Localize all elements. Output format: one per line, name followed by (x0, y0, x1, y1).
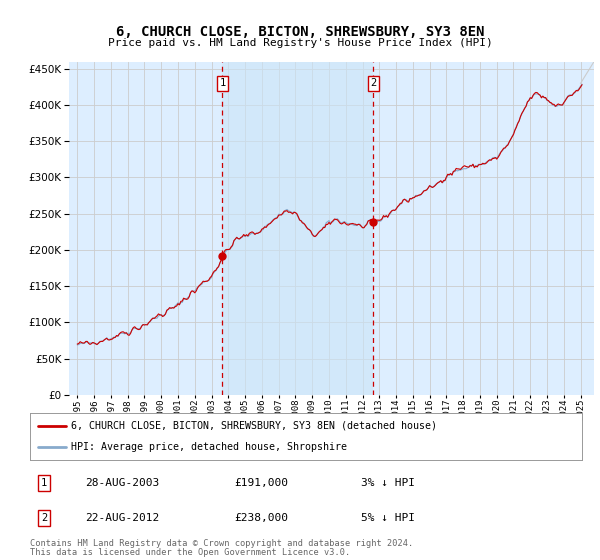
Text: 6, CHURCH CLOSE, BICTON, SHREWSBURY, SY3 8EN: 6, CHURCH CLOSE, BICTON, SHREWSBURY, SY3… (116, 25, 484, 39)
Text: 5% ↓ HPI: 5% ↓ HPI (361, 513, 415, 523)
Text: 28-AUG-2003: 28-AUG-2003 (85, 478, 160, 488)
Text: 6, CHURCH CLOSE, BICTON, SHREWSBURY, SY3 8EN (detached house): 6, CHURCH CLOSE, BICTON, SHREWSBURY, SY3… (71, 421, 437, 431)
Text: 1: 1 (220, 78, 226, 88)
Text: £191,000: £191,000 (234, 478, 288, 488)
Text: 1: 1 (41, 478, 47, 488)
Bar (223, 62, 373, 395)
Text: Contains HM Land Registry data © Crown copyright and database right 2024.: Contains HM Land Registry data © Crown c… (30, 539, 413, 548)
Text: £238,000: £238,000 (234, 513, 288, 523)
Text: 2: 2 (41, 513, 47, 523)
Text: This data is licensed under the Open Government Licence v3.0.: This data is licensed under the Open Gov… (30, 548, 350, 557)
Text: 22-AUG-2012: 22-AUG-2012 (85, 513, 160, 523)
Text: Price paid vs. HM Land Registry's House Price Index (HPI): Price paid vs. HM Land Registry's House … (107, 38, 493, 48)
Text: 3% ↓ HPI: 3% ↓ HPI (361, 478, 415, 488)
Text: 2: 2 (370, 78, 377, 88)
Text: HPI: Average price, detached house, Shropshire: HPI: Average price, detached house, Shro… (71, 442, 347, 452)
